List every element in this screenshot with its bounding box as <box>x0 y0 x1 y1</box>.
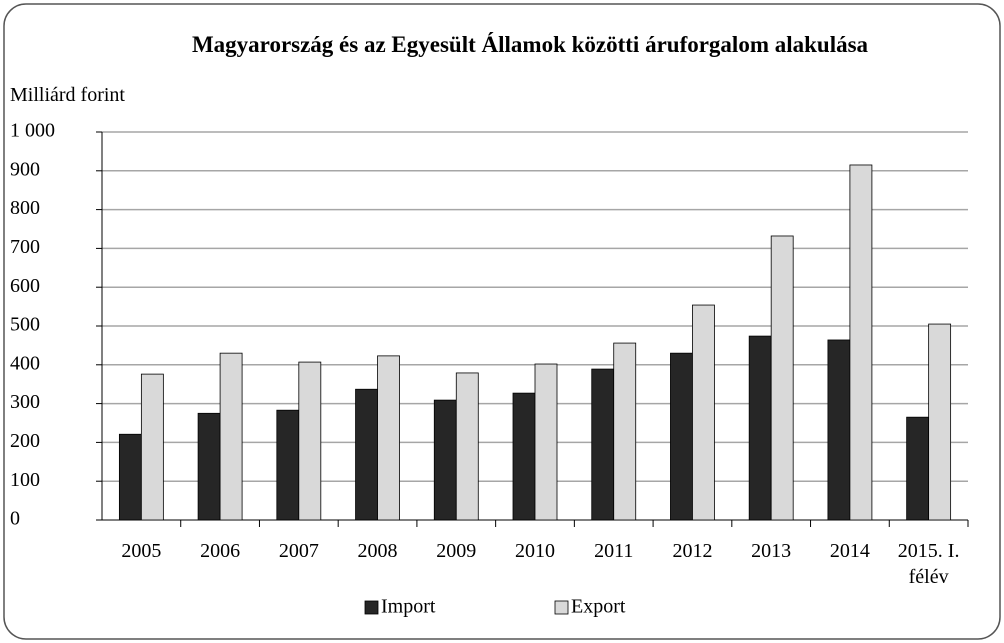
x-tick-label: 2008 <box>357 540 398 562</box>
bar <box>613 342 637 521</box>
x-tick-label: 2010 <box>514 540 555 562</box>
bar <box>534 363 558 521</box>
chart-title: Magyarország és az Egyesült Államok közö… <box>191 32 869 57</box>
y-tick-label: 200 <box>10 430 40 452</box>
y-tick-label: 900 <box>10 158 40 180</box>
legend-label: Import <box>381 596 436 618</box>
bar <box>276 409 300 521</box>
x-tick-label: 2009 <box>436 540 477 562</box>
y-tick-label: 500 <box>10 314 40 336</box>
bar <box>770 235 794 521</box>
x-tick-label: 2011 <box>594 540 634 562</box>
bar <box>748 335 772 521</box>
y-tick-label: 400 <box>10 352 40 374</box>
bar <box>197 412 221 521</box>
bar <box>512 392 536 521</box>
x-tick-label: 2005 <box>121 540 162 562</box>
legend-swatch <box>554 600 569 615</box>
bar <box>906 416 930 521</box>
frame <box>3 3 1001 640</box>
y-tick-label: 800 <box>10 197 40 219</box>
x-tick-label: 2006 <box>200 540 241 562</box>
x-tick-label: 2015. I. félév <box>897 540 960 588</box>
bar <box>377 355 400 521</box>
y-tick-label: 0 <box>10 508 20 530</box>
y-tick-label: 300 <box>10 391 40 413</box>
y-tick-label: 700 <box>10 236 40 258</box>
x-tick-label: 2012 <box>672 540 713 562</box>
bar <box>849 164 873 521</box>
y-tick-label: 100 <box>10 469 40 491</box>
x-tick-label: 2014 <box>829 540 870 562</box>
bar <box>591 368 615 521</box>
y-tick-label: 1 000 <box>10 120 55 142</box>
bar <box>433 399 457 521</box>
y-tick-label: 600 <box>10 275 40 297</box>
bar <box>928 323 952 521</box>
bar <box>827 339 851 521</box>
bar <box>355 388 378 521</box>
bar <box>219 352 243 521</box>
bar <box>455 372 479 521</box>
bar <box>298 361 322 521</box>
legend-label: Export <box>571 596 626 618</box>
legend-swatch <box>364 600 379 615</box>
y-axis-label: Milliárd forint <box>10 84 125 106</box>
bar <box>118 433 142 521</box>
bar <box>670 352 693 521</box>
x-tick-label: 2013 <box>751 540 792 562</box>
bar <box>140 373 164 521</box>
bar <box>692 304 715 521</box>
x-tick-label: 2007 <box>278 540 319 562</box>
